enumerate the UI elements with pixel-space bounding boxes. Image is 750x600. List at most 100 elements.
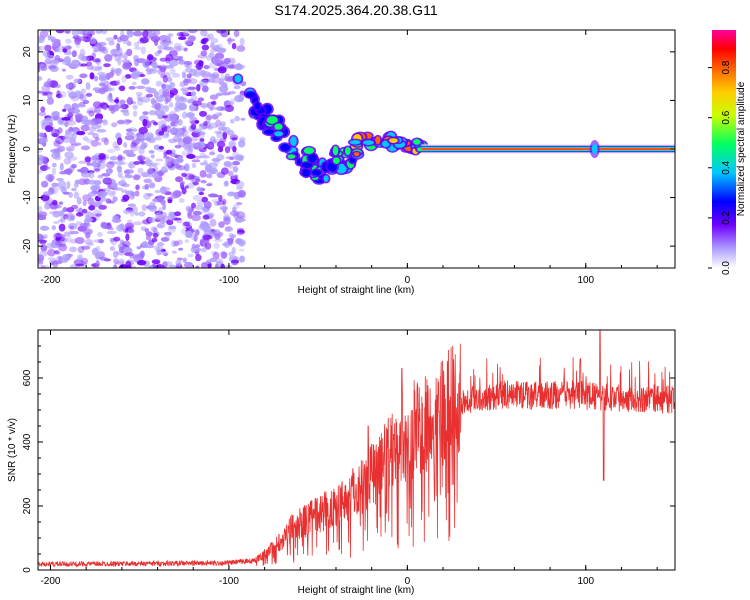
colorbar-tick-label: 0.6 [721,110,732,124]
noise-blob [145,235,152,241]
snr-ylabel: SNR (10 * v/v) [7,418,18,482]
noise-blob [77,254,83,260]
noise-blob [116,119,125,125]
noise-blob [74,35,82,42]
noise-blob [177,155,184,160]
noise-blob [208,140,218,144]
noise-blob [66,120,77,126]
trace-blob-inner [254,102,261,110]
noise-blob [95,213,102,217]
noise-blob [87,132,95,135]
noise-blob [48,122,54,127]
noise-blob [186,154,196,159]
noise-blob [168,138,178,144]
trace-blob-inner [302,169,310,177]
noise-blob [188,174,196,180]
colorbar-tick-label: 0.0 [721,261,732,275]
noise-blob [209,151,215,156]
noise-blob [47,248,56,257]
noise-blob [78,53,85,61]
noise-blob [62,191,71,195]
noise-blob [236,62,242,69]
noise-blob [113,264,118,268]
noise-blob [125,128,133,132]
noise-blob [144,60,151,67]
noise-blob [96,71,106,76]
noise-blob [197,132,205,140]
noise-blob [67,222,78,230]
noise-blob [131,139,141,145]
noise-blob [200,70,207,78]
figure-title: S174.2025.364.20.38.G11 [274,2,437,18]
noise-blob [158,207,163,213]
noise-blob [237,93,244,102]
snr-y-tick-label: 200 [22,497,33,514]
noise-blob [158,120,167,128]
noise-blob [206,73,216,78]
noise-blob [65,38,72,44]
noise-blob [207,162,218,169]
steady-line-band [421,148,675,150]
noise-blob [161,133,170,139]
noise-blob [218,221,225,229]
noise-blob [136,259,147,266]
noise-blob [75,90,80,94]
noise-blob [201,85,209,93]
noise-blob [200,102,207,109]
noise-blob [117,170,123,178]
noise-blob [124,169,134,175]
noise-blob [44,44,52,52]
noise-blob [193,234,198,242]
noise-blob [209,107,214,111]
noise-blob [49,211,59,215]
noise-blob [232,146,237,153]
noise-blob [192,210,202,216]
noise-blob [201,44,210,51]
noise-blob [152,165,159,174]
noise-blob [69,246,77,253]
noise-blob [232,166,239,173]
noise-blob [86,61,93,67]
noise-blob [65,74,74,80]
noise-blob [124,174,133,179]
noise-blob [104,225,113,229]
noise-blob [93,184,101,191]
noise-blob [74,237,85,244]
noise-blob [207,77,216,83]
noise-blob [163,261,173,267]
noise-blob [208,122,219,129]
noise-blob [230,118,235,124]
noise-blob [228,232,234,238]
noise-blob [147,163,157,167]
noise-blob [63,214,69,220]
noise-blob [206,114,213,121]
noise-blob [188,104,197,112]
noise-blob [38,170,43,174]
noise-blob [239,37,245,46]
noise-blob [220,263,226,268]
noise-blob [141,172,150,178]
noise-blob [117,154,123,162]
noise-blob [180,133,185,137]
trace-blob-inner [417,147,423,152]
noise-blob [230,175,238,181]
noise-blob [223,216,231,225]
noise-blob [174,94,181,102]
noise-blob [164,97,169,105]
noise-blob [204,242,212,250]
noise-blob [64,120,69,128]
noise-blob [75,212,84,217]
noise-blob [182,111,188,119]
noise-blob [112,250,119,258]
noise-blob [163,41,169,48]
noise-blob [55,47,61,53]
noise-blob [167,33,174,38]
noise-blob [238,140,246,148]
noise-blob [67,156,78,161]
noise-blob [172,250,177,254]
noise-blob [156,242,165,247]
noise-blob [38,148,43,154]
noise-blob [114,67,122,74]
noise-blob [89,37,97,45]
noise-blob [116,43,121,51]
